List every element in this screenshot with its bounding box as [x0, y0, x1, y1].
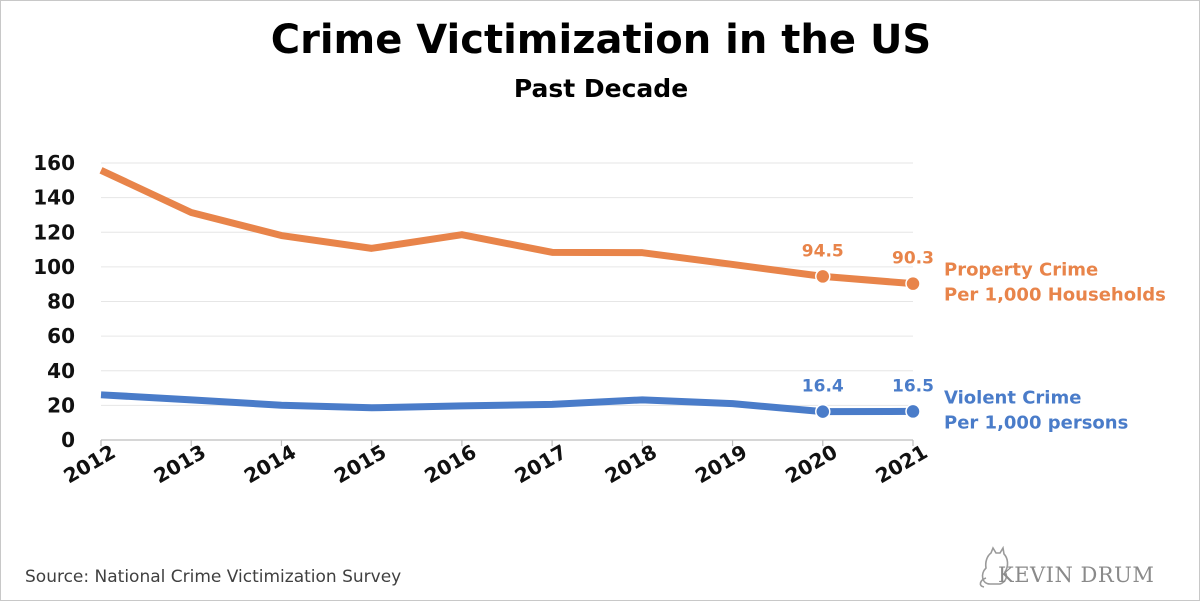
source-note: Source: National Crime Victimization Sur…: [25, 567, 402, 587]
chart-title: Crime Victimization in the US: [270, 17, 932, 63]
property-series-label: Per 1,000 Households: [944, 285, 1166, 306]
x-tick-label: 2020: [781, 440, 841, 489]
x-tick-label: 2021: [871, 440, 931, 489]
gridlines: [101, 162, 913, 406]
x-tick-label: 2017: [511, 440, 571, 489]
x-tick-label: 2018: [601, 440, 661, 489]
y-tick-label: 80: [47, 290, 75, 314]
property-data-label: 90.3: [892, 249, 934, 269]
violent-crime-line: [100, 391, 914, 416]
property-series-label: Property Crime: [944, 260, 1098, 281]
y-tick-label: 160: [33, 151, 75, 175]
violent-data-label: 16.4: [802, 377, 844, 397]
y-tick-label: 40: [47, 359, 75, 383]
violent-data-label: 16.5: [892, 376, 934, 396]
x-tick-label: 2014: [240, 440, 300, 489]
y-tick-label: 120: [33, 220, 75, 244]
x-tick-label: 2015: [330, 440, 390, 489]
x-tick-label: 2016: [420, 440, 480, 489]
property-data-label: 94.5: [802, 241, 844, 261]
y-tick-label: 60: [47, 324, 75, 348]
series-lines: [99, 167, 921, 420]
labels: 94.5 90.3 Property Crime Per 1,000 Househol…: [802, 241, 1166, 433]
y-tick-label: 0: [61, 428, 75, 452]
violent-data-point: [905, 403, 921, 420]
x-tick-label: 2019: [691, 440, 751, 489]
property-data-point: [905, 275, 921, 292]
property-data-point: [815, 268, 831, 285]
y-tick-label: 20: [47, 393, 75, 417]
violent-series-label: Violent Crime: [944, 387, 1081, 408]
chart-subtitle: Past Decade: [513, 74, 689, 103]
kevin-drum-logo: KEVIN DRUM: [976, 544, 1176, 590]
watermark-text: KEVIN DRUM: [998, 563, 1155, 587]
y-tick-label: 100: [33, 255, 75, 279]
y-tick-label: 140: [33, 186, 75, 210]
violent-series-label: Per 1,000 persons: [944, 412, 1128, 433]
violent-data-point: [815, 403, 831, 420]
x-tick-label: 2013: [150, 440, 210, 489]
cat-icon: [979, 545, 1009, 588]
property-crime-line: [99, 167, 914, 288]
